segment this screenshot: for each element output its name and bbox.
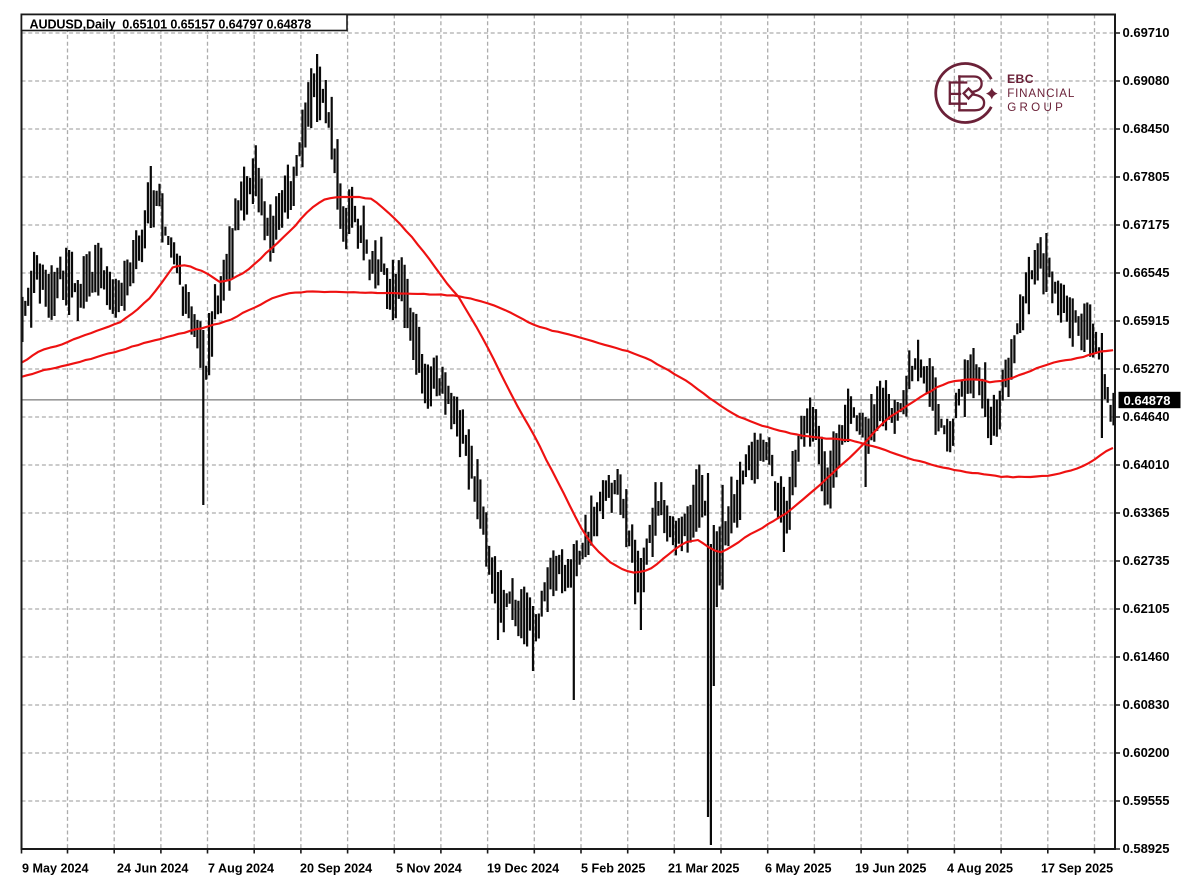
svg-text:0.60200: 0.60200 — [1123, 745, 1170, 760]
svg-text:EBC: EBC — [1007, 72, 1034, 86]
svg-text:0.61460: 0.61460 — [1123, 649, 1170, 664]
svg-text:6 May 2025: 6 May 2025 — [765, 862, 832, 876]
svg-text:7 Aug 2024: 7 Aug 2024 — [208, 862, 274, 876]
svg-text:0.65270: 0.65270 — [1123, 361, 1170, 376]
svg-text:0.68450: 0.68450 — [1123, 121, 1170, 136]
svg-text:0.62735: 0.62735 — [1123, 553, 1170, 568]
svg-text:0.60830: 0.60830 — [1123, 697, 1170, 712]
svg-text:0.63365: 0.63365 — [1123, 505, 1170, 520]
svg-text:24 Jun 2024: 24 Jun 2024 — [117, 862, 188, 876]
svg-text:5 Nov 2024: 5 Nov 2024 — [396, 862, 462, 876]
svg-text:17 Sep 2025: 17 Sep 2025 — [1041, 862, 1113, 876]
svg-text:0.58925: 0.58925 — [1123, 841, 1170, 856]
svg-text:FINANCIAL: FINANCIAL — [1007, 87, 1075, 100]
svg-text:9 May 2024: 9 May 2024 — [22, 862, 89, 876]
svg-text:0.65915: 0.65915 — [1123, 313, 1170, 328]
svg-text:0.67175: 0.67175 — [1123, 217, 1170, 232]
svg-text:0.69080: 0.69080 — [1123, 73, 1170, 88]
svg-text:0.67805: 0.67805 — [1123, 169, 1170, 184]
svg-text:19 Dec 2024: 19 Dec 2024 — [487, 862, 559, 876]
svg-text:GROUP: GROUP — [1007, 101, 1066, 114]
svg-text:0.69710: 0.69710 — [1123, 25, 1170, 40]
svg-text:19 Jun 2025: 19 Jun 2025 — [855, 862, 926, 876]
svg-text:0.64878: 0.64878 — [1124, 393, 1171, 408]
svg-text:0.66545: 0.66545 — [1123, 265, 1170, 280]
svg-text:0.62105: 0.62105 — [1123, 601, 1170, 616]
svg-text:0.64010: 0.64010 — [1123, 457, 1170, 472]
svg-text:0.64640: 0.64640 — [1123, 409, 1170, 424]
svg-text:AUDUSD,Daily 0.65101 0.65157: AUDUSD,Daily 0.65101 0.65157 0.64797 0.6… — [30, 17, 312, 31]
svg-text:5 Feb 2025: 5 Feb 2025 — [581, 862, 645, 876]
svg-text:4 Aug 2025: 4 Aug 2025 — [947, 862, 1013, 876]
svg-text:0.59555: 0.59555 — [1123, 793, 1170, 808]
svg-text:20 Sep 2024: 20 Sep 2024 — [300, 862, 372, 876]
svg-text:21 Mar 2025: 21 Mar 2025 — [668, 862, 739, 876]
